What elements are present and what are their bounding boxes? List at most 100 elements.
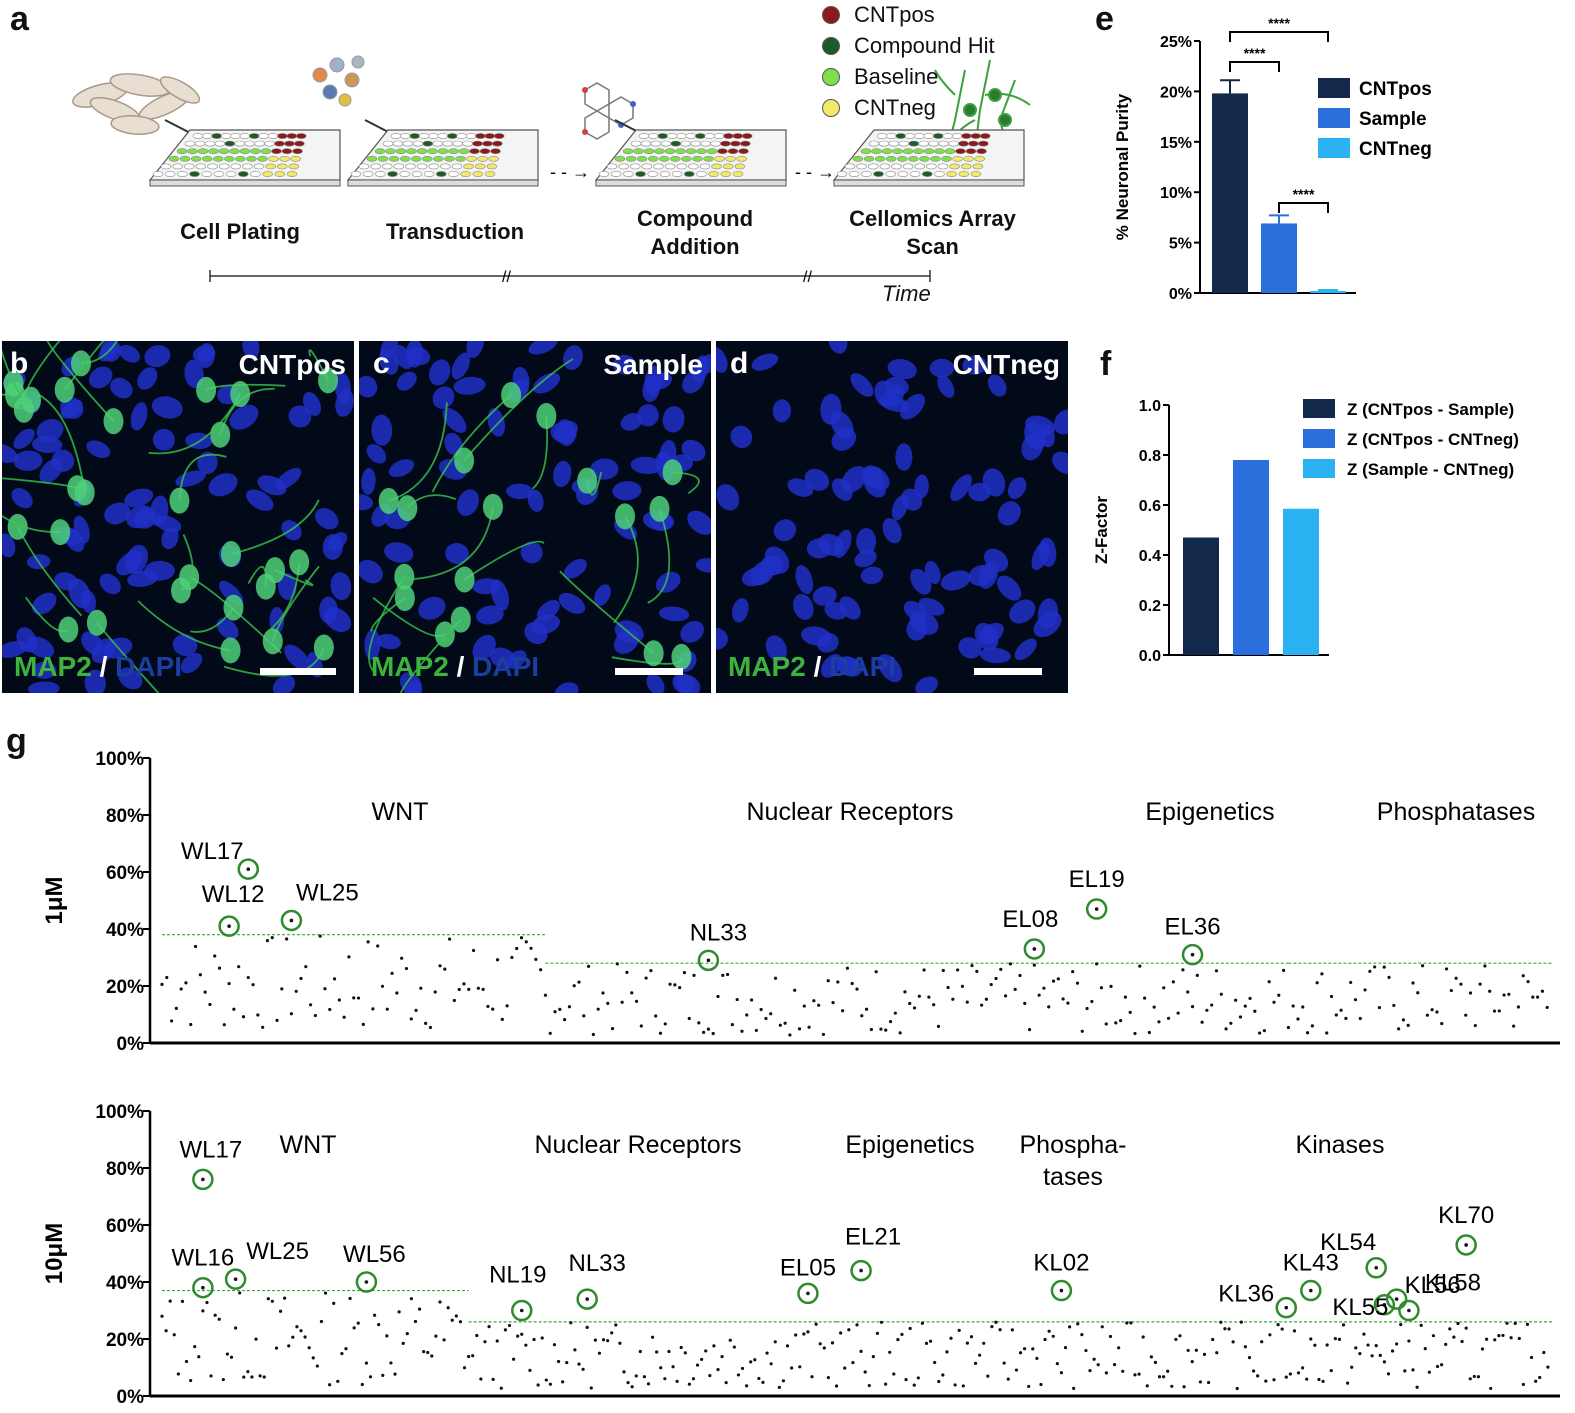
compound-point	[937, 1379, 941, 1384]
compound-point	[366, 940, 370, 944]
compound-point	[1198, 1380, 1203, 1384]
compound-point	[1023, 1001, 1027, 1006]
nucleus	[978, 622, 1004, 645]
compound-point	[1055, 1362, 1059, 1366]
compound-point	[1010, 1328, 1014, 1332]
svg-text://: //	[502, 269, 511, 286]
compound-point	[203, 990, 207, 994]
compound-point	[728, 1338, 732, 1342]
plate-well	[284, 140, 295, 147]
compound-point	[1125, 1321, 1129, 1325]
compound-point	[941, 968, 945, 973]
compound-point	[638, 1349, 642, 1354]
compound-point	[274, 1346, 279, 1350]
nucleus	[197, 343, 215, 369]
compound-point	[625, 970, 629, 974]
compound-point	[434, 1334, 438, 1338]
compound-point	[1133, 1031, 1137, 1036]
significance-bracket	[1278, 202, 1329, 213]
nucleus	[229, 404, 259, 430]
compound-point	[205, 1300, 209, 1305]
compound-point	[893, 1011, 897, 1015]
compound-point	[165, 975, 169, 980]
plate-well	[390, 133, 402, 139]
nucleus	[680, 620, 704, 643]
compound-point	[1313, 1343, 1317, 1347]
plate-well	[350, 171, 362, 177]
compound-point	[1186, 1348, 1190, 1353]
compound-point	[945, 1350, 949, 1354]
plate-well	[235, 155, 246, 162]
hit-label: KL36	[1218, 1281, 1274, 1308]
plate-well	[659, 171, 671, 177]
hit-circle	[576, 1288, 598, 1310]
compound-point	[348, 1296, 352, 1301]
compound-point	[673, 983, 677, 987]
compound-point	[1531, 995, 1535, 999]
plate-well	[636, 155, 648, 162]
compound-point	[831, 1001, 835, 1005]
compound-point	[716, 994, 720, 999]
nucleus	[124, 488, 154, 508]
plate-well	[874, 155, 886, 162]
compound-point	[561, 1380, 565, 1384]
panel-g-label: g	[6, 722, 27, 760]
nucleus	[820, 654, 843, 678]
micrograph-sample: c Sample MAP2 / DAPI	[359, 341, 711, 693]
neuron-soma	[662, 459, 683, 486]
y-tick-label: 20%	[106, 977, 144, 998]
compound-point	[1502, 993, 1506, 997]
plate-well	[961, 133, 972, 139]
compound-point	[1501, 1333, 1505, 1338]
compound-point	[217, 1317, 221, 1321]
plate-well	[708, 171, 719, 177]
compound-point	[1545, 1005, 1549, 1010]
plate-well	[879, 163, 891, 170]
legend-swatch	[1303, 399, 1335, 418]
legend-swatch	[1318, 108, 1350, 128]
chart-z-factor: 0.0 0.2 0.4 0.6 0.8 1.0 Z-Factor Z (CNTpos - Sa…	[1092, 398, 1519, 665]
nucleus	[772, 399, 792, 423]
nucleus	[399, 672, 422, 693]
compound-point	[295, 1325, 299, 1329]
compound-point	[510, 955, 514, 960]
plate-well	[867, 163, 879, 170]
legend-cntpos-swatch	[822, 6, 840, 24]
hit-label: KL58	[1425, 1270, 1481, 1297]
bar-z-sample-cntneg-	[1283, 508, 1319, 655]
plate-well	[868, 140, 880, 147]
compound-point	[851, 1360, 855, 1365]
nucleus	[272, 675, 296, 693]
plate-well	[699, 163, 711, 170]
compound-point	[1406, 1023, 1410, 1027]
hit-point	[519, 1308, 524, 1313]
plate-well	[881, 148, 893, 155]
plate-well	[942, 133, 953, 139]
compound-point	[275, 1018, 279, 1022]
compound-point	[1092, 1357, 1096, 1361]
compound-point	[667, 1349, 671, 1354]
compound-point	[299, 1329, 303, 1333]
nucleus	[642, 375, 661, 403]
nucleus	[323, 607, 352, 633]
nucleus	[371, 414, 393, 446]
compound-point	[1425, 1013, 1429, 1017]
compound-point	[777, 1385, 781, 1389]
plate-well	[212, 155, 224, 162]
compound-point	[505, 1004, 509, 1008]
compound-point	[916, 1376, 920, 1380]
plate-well	[972, 163, 984, 170]
compound-point	[572, 984, 576, 988]
legend-label: Z (Sample - CNTneg)	[1347, 460, 1514, 479]
plate-well	[486, 163, 498, 170]
plate-well	[422, 155, 433, 162]
compound-point	[649, 969, 653, 973]
compound-point	[591, 1032, 595, 1037]
plate-well	[946, 171, 957, 177]
plate-well	[848, 171, 860, 177]
nucleus	[442, 408, 467, 433]
plate-well	[892, 148, 903, 155]
compound-point	[1512, 1024, 1516, 1028]
compound-point	[749, 998, 754, 1002]
plate-well	[458, 148, 470, 155]
